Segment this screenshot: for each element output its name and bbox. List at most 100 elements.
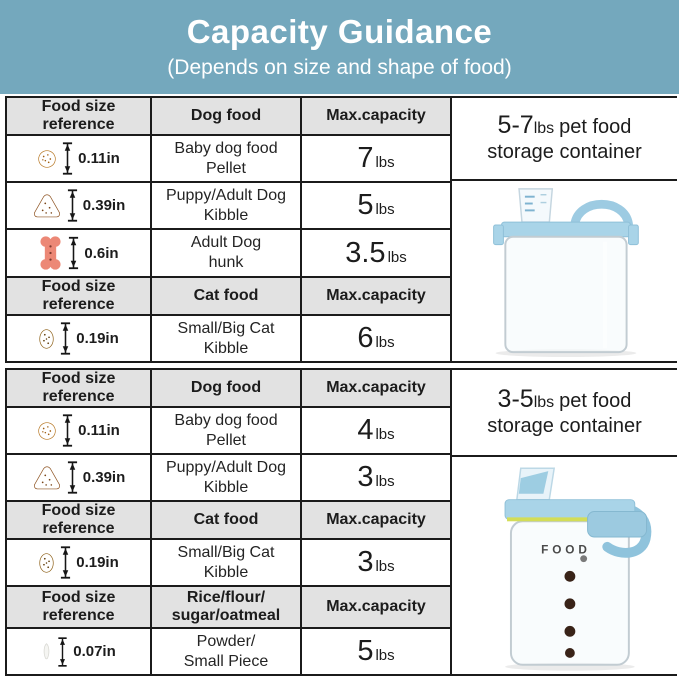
capacity-grid: Food size reference Dog food Max.capacit… [7, 370, 450, 674]
capacity-value: 5 [357, 189, 374, 221]
food-type-cell: Baby dog food Pellet [152, 408, 300, 453]
capacity-value: 7 [357, 142, 374, 174]
capacity-table-5-7lbs: Food size reference Dog food Max.capacit… [5, 96, 677, 363]
capacity-cell: 3 lbs [302, 455, 450, 500]
capacity-cell: 4 lbs [302, 408, 450, 453]
oval-kibble-icon [38, 328, 55, 350]
rice-grain-icon [41, 642, 52, 661]
size-label: 0.39in [82, 197, 126, 214]
capacity-value: 3 [357, 461, 374, 493]
capacity-table-3-5lbs: Food size reference Dog food Max.capacit… [5, 368, 677, 676]
container-title-text: pet food [559, 116, 632, 138]
food-size-cell: 0.19in [7, 316, 150, 361]
banner: Capacity Guidance (Depends on size and s… [0, 0, 679, 94]
col-header-max-capacity: Max.capacity [302, 98, 450, 134]
col-header-food-size: Food size reference [7, 370, 150, 406]
capacity-cell: 6 lbs [302, 316, 450, 361]
container-size-range: 5-7 [497, 111, 534, 139]
container-title-line2: storage container [487, 415, 642, 437]
capacity-value: 4 [357, 414, 374, 446]
col-header-food-size: Food size reference [7, 587, 150, 627]
container-title: 3-5lbs pet food storage container [452, 370, 677, 455]
capacity-unit: lbs [375, 473, 395, 490]
size-label: 0.39in [82, 469, 126, 486]
food-size-cell: 0.39in [7, 183, 150, 228]
col-header-max-capacity: Max.capacity [302, 587, 450, 627]
triangle-kibble-icon [32, 193, 62, 219]
capacity-cell: 7 lbs [302, 136, 450, 181]
size-label: 0.19in [76, 330, 119, 347]
col-header-max-capacity: Max.capacity [302, 370, 450, 406]
food-type-cell: Puppy/Adult Dog Kibble [152, 183, 300, 228]
dimension-ruler-icon [60, 546, 71, 579]
round-kibble-icon [37, 149, 57, 169]
col-header-food-type: Dog food [152, 98, 300, 134]
dimension-ruler-icon [67, 189, 78, 222]
food-type-cell: Small/Big Cat Kibble [152, 316, 300, 361]
container-size-unit: lbs [533, 394, 555, 411]
food-size-cell: 0.19in [7, 540, 150, 585]
food-size-cell: 0.11in [7, 408, 150, 453]
page-title: Capacity Guidance [186, 13, 493, 50]
dimension-ruler-icon [57, 637, 68, 667]
col-header-food-type: Cat food [152, 278, 300, 314]
container-title-text: pet food [559, 390, 632, 412]
container-title-line2: storage container [487, 141, 642, 163]
capacity-value: 3 [357, 546, 374, 578]
oval-kibble-icon [38, 552, 55, 574]
container-size-unit: lbs [533, 120, 555, 137]
col-header-food-type: Dog food [152, 370, 300, 406]
capacity-unit: lbs [375, 426, 395, 443]
capacity-unit: lbs [375, 334, 395, 351]
container-title: 5-7lbs pet food storage container [452, 98, 677, 179]
pet-food-container-5-7lbs-image [493, 188, 639, 358]
capacity-cell: 3 lbs [302, 540, 450, 585]
col-header-food-size: Food size reference [7, 98, 150, 134]
container-food-label: FOOD [541, 543, 591, 556]
col-header-food-type: Rice/flour/ sugar/oatmeal [152, 587, 300, 627]
size-label: 0.11in [78, 422, 120, 439]
food-size-cell: 0.39in [7, 455, 150, 500]
food-size-cell: 0.07in [7, 629, 150, 674]
capacity-unit: lbs [387, 248, 407, 266]
col-header-food-size: Food size reference [7, 502, 150, 538]
capacity-cell: 3.5 lbs [302, 230, 450, 276]
food-type-cell: Puppy/Adult Dog Kibble [152, 455, 300, 500]
page-subtitle: (Depends on size and shape of food) [167, 56, 512, 79]
capacity-grid: Food size reference Dog food Max.capacit… [7, 98, 450, 361]
dimension-ruler-icon [60, 322, 71, 355]
capacity-value: 6 [357, 322, 374, 354]
capacity-value: 3.5 [345, 236, 386, 269]
container-photo-5-7lbs [452, 181, 677, 361]
col-header-food-type: Cat food [152, 502, 300, 538]
size-label: 0.19in [76, 554, 119, 571]
dimension-ruler-icon [62, 414, 73, 447]
container-panel-5-7lbs: 5-7lbs pet food storage container [452, 98, 677, 361]
capacity-unit: lbs [375, 647, 395, 664]
capacity-value: 5 [357, 635, 374, 667]
col-header-max-capacity: Max.capacity [302, 502, 450, 538]
container-size-range: 3-5 [497, 385, 534, 413]
dimension-ruler-icon [62, 142, 73, 175]
col-header-food-size: Food size reference [7, 278, 150, 314]
size-label: 0.07in [73, 643, 116, 660]
food-type-cell: Small/Big Cat Kibble [152, 540, 300, 585]
capacity-unit: lbs [375, 558, 395, 575]
size-label: 0.11in [78, 150, 120, 167]
container-panel-3-5lbs: 3-5lbs pet food storage container [452, 370, 677, 674]
food-type-cell: Adult Dog hunk [152, 230, 300, 276]
food-type-cell: Powder/ Small Piece [152, 629, 300, 674]
dimension-ruler-icon [67, 461, 78, 494]
dimension-ruler-icon [68, 235, 79, 271]
capacity-cell: 5 lbs [302, 629, 450, 674]
bone-treat-icon [38, 235, 63, 271]
size-label: 0.6in [84, 244, 119, 262]
capacity-cell: 5 lbs [302, 183, 450, 228]
food-type-cell: Baby dog food Pellet [152, 136, 300, 181]
pet-food-container-3-5lbs-image: FOOD [504, 467, 652, 671]
col-header-max-capacity: Max.capacity [302, 278, 450, 314]
tables-area: Food size reference Dog food Max.capacit… [5, 96, 677, 676]
capacity-unit: lbs [375, 154, 395, 171]
food-size-cell: 0.6in [7, 230, 150, 276]
